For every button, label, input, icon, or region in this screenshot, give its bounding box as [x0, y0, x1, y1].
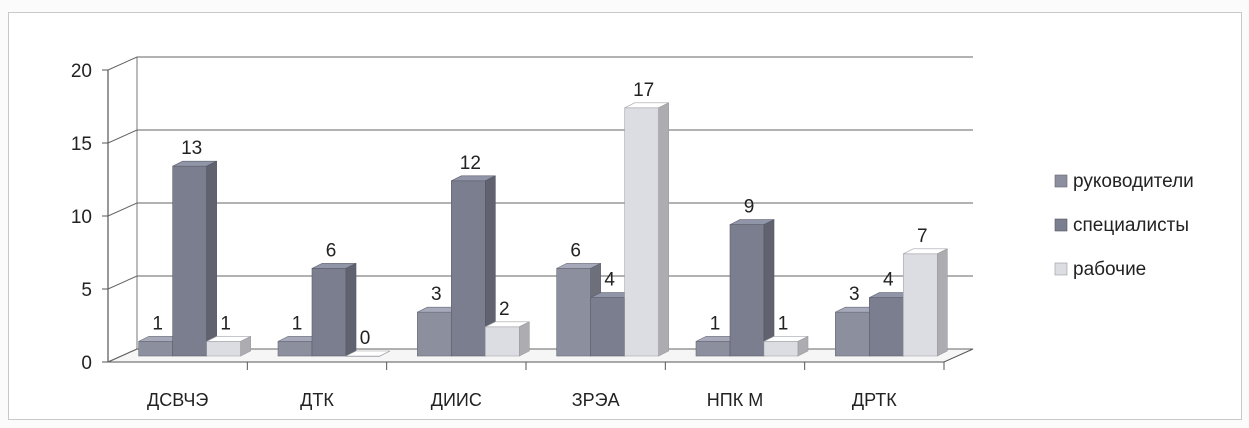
bar-side — [937, 248, 948, 357]
bar-side — [240, 335, 251, 357]
legend-swatch — [1054, 262, 1068, 276]
bar — [869, 297, 904, 357]
data-label: 3 — [849, 284, 860, 305]
bar — [277, 341, 313, 357]
bar — [206, 341, 241, 357]
legend: руководители специалисты рабочие — [1054, 171, 1194, 280]
x-tick-label: ЗРЭА — [572, 390, 620, 410]
data-label: 6 — [326, 240, 337, 261]
gridline — [107, 56, 973, 71]
bar — [138, 341, 173, 357]
bar — [835, 311, 870, 357]
legend-label: рабочие — [1073, 259, 1146, 280]
gridline — [107, 129, 973, 144]
bar-side — [345, 262, 357, 357]
data-label: 4 — [883, 270, 894, 291]
bar-side — [658, 102, 669, 357]
bar-side — [379, 350, 391, 357]
data-label: 1 — [778, 313, 789, 334]
bar — [485, 326, 520, 357]
bar-side — [206, 160, 217, 357]
data-label: 1 — [710, 313, 721, 334]
gridline — [107, 202, 973, 217]
bar — [417, 311, 452, 357]
data-label: 17 — [633, 80, 654, 101]
y-tick-label: 0 — [81, 353, 92, 374]
x-tick-label: ДТК — [300, 390, 334, 410]
data-label: 1 — [220, 313, 231, 334]
y-tick-label: 10 — [71, 207, 92, 228]
bar — [590, 297, 625, 357]
data-label: 12 — [460, 153, 481, 174]
legend-label: специалисты — [1073, 215, 1189, 236]
x-axis-labels: ДСВЧЭ ДТК ДИИС ЗРЭА НПК М ДРТК — [147, 362, 945, 410]
bar — [556, 268, 591, 357]
data-label: 1 — [152, 313, 163, 334]
data-label: 3 — [431, 284, 442, 305]
bar — [311, 268, 347, 357]
bar — [763, 341, 799, 357]
bar — [451, 180, 486, 357]
bar — [172, 165, 207, 357]
y-tick-label: 15 — [71, 134, 92, 155]
y-tick-label: 20 — [71, 61, 92, 82]
data-label: 2 — [499, 299, 510, 320]
bar-side — [763, 219, 775, 357]
x-tick-label: ДИИС — [431, 390, 482, 410]
legend-swatch — [1054, 174, 1068, 188]
data-label: 4 — [604, 270, 615, 291]
data-label: 13 — [181, 138, 202, 159]
bar-side — [797, 335, 809, 357]
legend-label: руководители — [1073, 171, 1194, 192]
x-tick-label: ДРТК — [852, 390, 897, 410]
data-label: 9 — [744, 197, 755, 218]
x-tick-label: НПК М — [707, 390, 763, 410]
bar — [695, 341, 731, 357]
bar — [729, 224, 765, 357]
gridlines — [107, 56, 973, 363]
legend-swatch — [1054, 218, 1068, 232]
data-label: 6 — [570, 240, 581, 261]
bar — [624, 107, 659, 357]
x-tick-label: ДСВЧЭ — [147, 390, 208, 410]
gridline — [107, 348, 973, 363]
bar — [903, 253, 938, 357]
gridline — [107, 275, 973, 290]
data-label: 1 — [292, 313, 303, 334]
y-tick-label: 5 — [81, 280, 92, 301]
bar-side — [519, 321, 530, 357]
data-label: 7 — [917, 226, 928, 247]
bars — [138, 102, 948, 357]
data-label: 0 — [360, 328, 371, 349]
y-axis-ticks: 0 5 10 15 20 — [71, 61, 108, 374]
